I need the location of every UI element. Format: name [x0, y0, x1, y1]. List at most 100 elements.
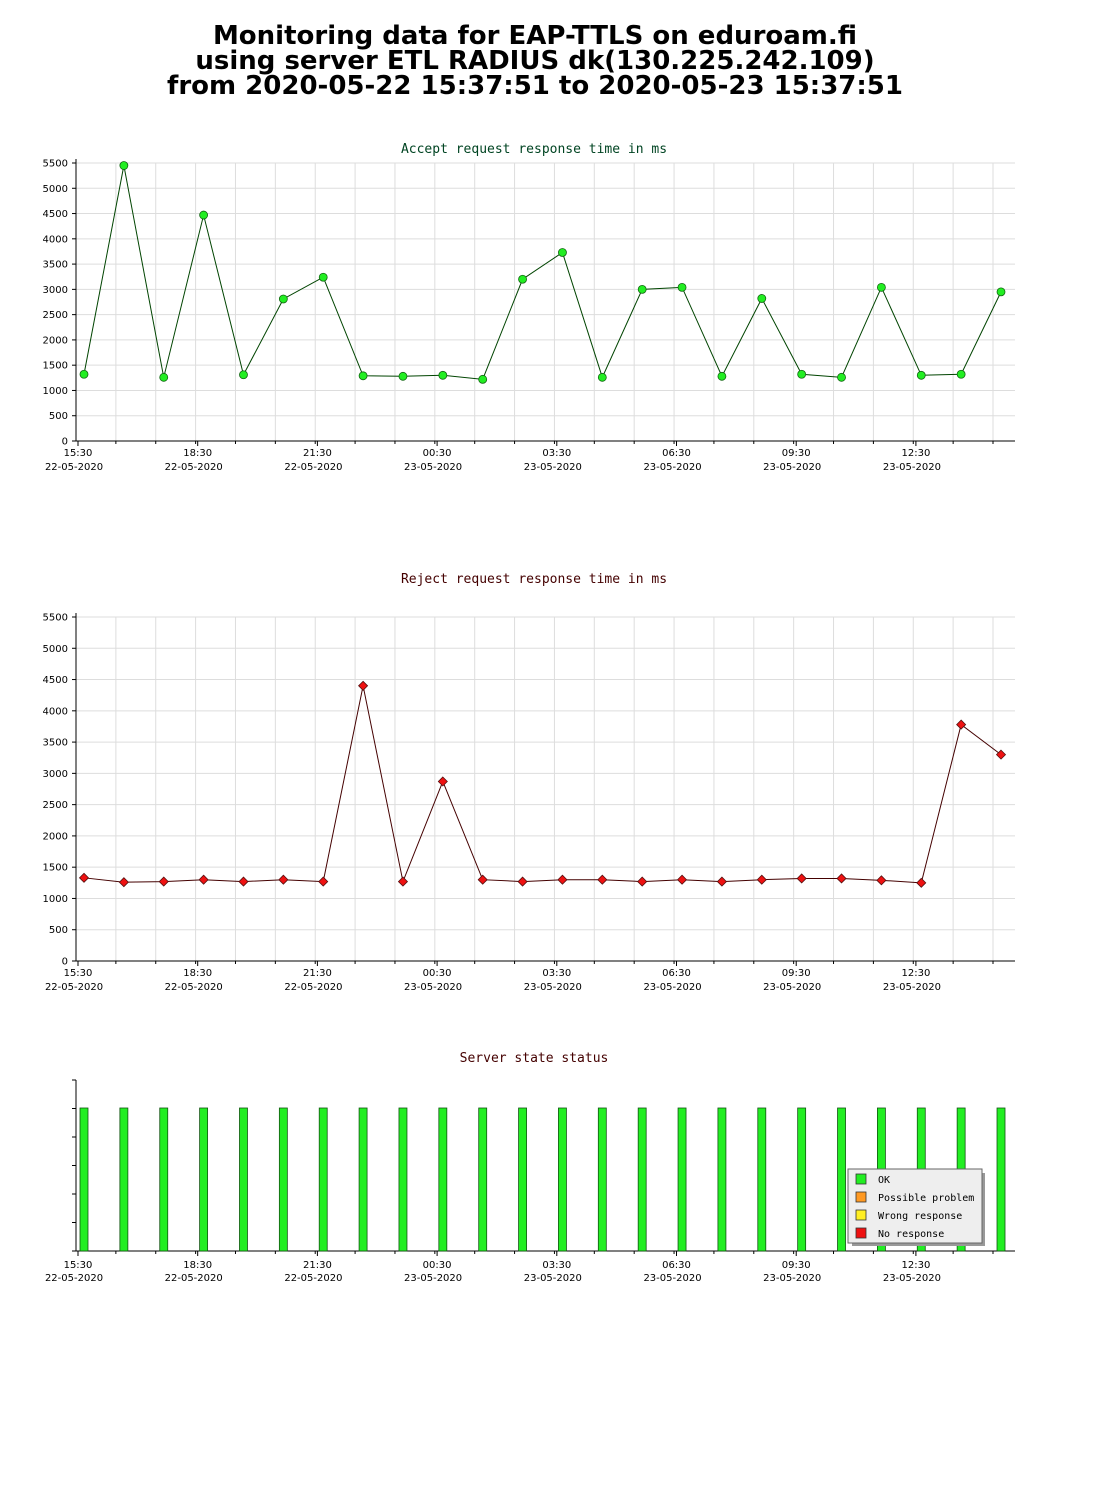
legend-label: No response [878, 1229, 944, 1240]
data-point [517, 876, 528, 887]
data-point [876, 875, 887, 886]
x-tick-time: 12:30 [901, 448, 930, 459]
data-point [79, 369, 89, 379]
x-tick-date: 22-05-2020 [45, 462, 103, 473]
status-bar [398, 1107, 408, 1252]
data-point [956, 719, 967, 730]
data-point [239, 370, 248, 380]
data-point [597, 372, 607, 382]
data-point [877, 282, 886, 292]
y-tick-label: 2500 [43, 310, 68, 321]
data-point [637, 876, 648, 887]
title-line-1: Monitoring data for EAP-TTLS on eduroam.… [212, 21, 858, 51]
legend-swatch [855, 1173, 867, 1185]
status-bar [119, 1107, 129, 1252]
data-point [716, 876, 727, 887]
x-tick-time: 18:30 [183, 1260, 212, 1271]
data-point [278, 874, 289, 885]
x-tick-time: 00:30 [423, 1260, 452, 1271]
data-point [837, 372, 846, 382]
data-point [199, 210, 209, 220]
data-point [398, 371, 408, 381]
x-tick-time: 00:30 [423, 968, 452, 979]
status-bar [637, 1107, 647, 1252]
status-bar [677, 1107, 687, 1252]
data-point [437, 776, 448, 787]
status-bar [757, 1107, 767, 1252]
x-tick-time: 06:30 [662, 968, 691, 979]
x-tick-time: 21:30 [303, 1260, 332, 1271]
data-point [836, 873, 847, 884]
y-tick-label: 3500 [43, 738, 68, 749]
data-point [756, 874, 767, 885]
status-bar [278, 1107, 288, 1252]
y-tick-label: 4000 [43, 706, 68, 717]
legend-label: Wrong response [878, 1211, 962, 1222]
y-tick-label: 1000 [43, 386, 68, 397]
data-point [438, 370, 448, 380]
chart-reject: 0 500 1000 1500 2000 2500 3000 3500 4000 4500 5000… [43, 572, 1015, 993]
y-tick-label: 1500 [43, 863, 68, 874]
status-legend: OK Possible problem Wrong response No respo… [847, 1168, 985, 1246]
x-tick-date: 23-05-2020 [643, 1273, 701, 1284]
data-point [478, 374, 488, 384]
data-point [916, 877, 927, 888]
y-tick-label: 0 [62, 437, 68, 448]
status-bar [996, 1107, 1006, 1252]
x-tick-time: 12:30 [901, 968, 930, 979]
x-tick-date: 23-05-2020 [404, 1273, 462, 1284]
x-tick-time: 15:30 [64, 1260, 93, 1271]
y-tick-label: 500 [49, 411, 68, 422]
data-point [597, 874, 608, 885]
x-tick-date: 23-05-2020 [763, 462, 821, 473]
y-tick-label: 1000 [43, 894, 68, 905]
x-tick-time: 15:30 [64, 968, 93, 979]
x-tick-time: 15:30 [64, 448, 93, 459]
y-tick-label: 4500 [43, 209, 68, 220]
data-point [995, 749, 1007, 760]
y-tick-label: 0 [62, 957, 68, 968]
data-point [518, 274, 527, 284]
data-point [278, 294, 288, 304]
x-tick-time: 12:30 [901, 1260, 930, 1271]
x-tick-time: 00:30 [423, 448, 452, 459]
x-tick-date: 23-05-2020 [883, 982, 941, 993]
data-point [797, 369, 807, 379]
x-tick-date: 23-05-2020 [524, 462, 582, 473]
y-tick-label: 500 [49, 925, 68, 936]
status-bar [438, 1107, 448, 1252]
x-tick-date: 23-05-2020 [763, 1273, 821, 1284]
x-tick-date: 23-05-2020 [883, 462, 941, 473]
x-tick-time: 03:30 [542, 1260, 571, 1271]
x-tick-time: 09:30 [782, 1260, 811, 1271]
y-tick-label: 1500 [43, 361, 68, 372]
chart-status: Server state status 15:30 22-05-2020 18:30 2… [45, 1051, 1015, 1284]
data-point [996, 287, 1006, 297]
x-tick-time: 03:30 [542, 968, 571, 979]
x-tick-time: 03:30 [542, 448, 571, 459]
data-point [397, 876, 409, 887]
x-tick-time: 09:30 [782, 968, 811, 979]
x-tick-date: 22-05-2020 [284, 982, 342, 993]
data-point [477, 874, 488, 885]
status-bar [558, 1107, 567, 1252]
x-tick-date: 23-05-2020 [883, 1273, 941, 1284]
y-tick-label: 5500 [43, 159, 68, 170]
data-point [557, 874, 568, 885]
title-line-2: using server ETL RADIUS dk(130.225.242.1… [195, 46, 875, 76]
data-point [796, 873, 807, 884]
data-point [318, 272, 328, 282]
x-tick-time: 09:30 [782, 448, 811, 459]
x-tick-date: 23-05-2020 [643, 462, 701, 473]
data-point [677, 282, 687, 292]
x-tick-date: 22-05-2020 [165, 982, 223, 993]
x-tick-date: 23-05-2020 [643, 982, 701, 993]
y-tick-label: 5000 [43, 644, 68, 655]
x-tick-time: 18:30 [183, 968, 212, 979]
chart-title: Server state status [460, 1051, 609, 1066]
y-tick-label: 2000 [43, 831, 68, 842]
legend-swatch [855, 1191, 867, 1203]
x-tick-date: 23-05-2020 [763, 982, 821, 993]
data-point [198, 874, 209, 885]
chart-accept: 0 500 1000 1500 2000 2500 3000 3500 4000 4500 5000… [43, 142, 1015, 473]
